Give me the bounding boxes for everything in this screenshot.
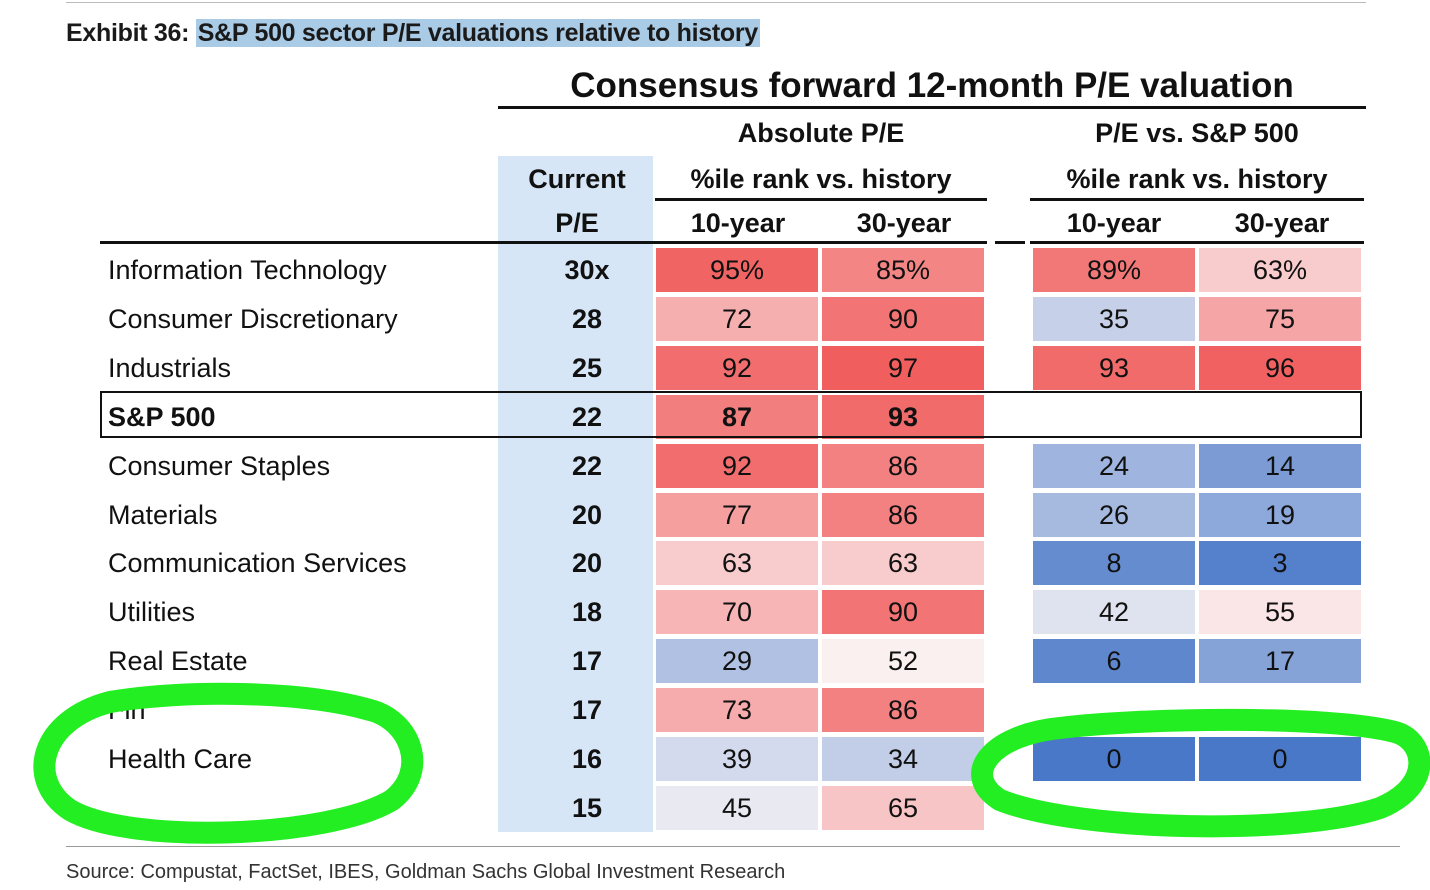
row-label: Communication Services xyxy=(108,548,407,579)
col-header-abs-30y: 30-year xyxy=(856,208,952,238)
row-current-pe: 22 xyxy=(571,401,603,432)
cell-abs10: 29 xyxy=(656,639,818,684)
cell-abs30: 85% xyxy=(822,248,984,292)
cell-rel10: 6 xyxy=(1033,639,1195,684)
row-label: Health Care xyxy=(108,744,253,774)
table-title: Consensus forward 12-month P/E valuation xyxy=(570,66,1294,105)
subtitle-underline-absolute xyxy=(655,198,987,201)
cell-rel10: 0 xyxy=(1033,737,1195,781)
cell-abs10: 63 xyxy=(656,541,818,586)
cell-rel10: 35 xyxy=(1033,296,1195,341)
cell-rel10: 89% xyxy=(1033,248,1195,292)
cell-rel30: 55 xyxy=(1199,590,1361,635)
row-current-pe: 18 xyxy=(571,597,603,628)
cell-abs30: 93 xyxy=(822,394,984,439)
cell-abs30: 34 xyxy=(822,737,984,781)
header-rule-mid xyxy=(655,241,987,244)
cell-rel30: 14 xyxy=(1199,443,1361,488)
bottom-rule xyxy=(66,846,1400,847)
cell-abs10: 73 xyxy=(656,688,818,733)
cell-abs30: 86 xyxy=(822,443,984,488)
cell-abs30: 90 xyxy=(822,590,984,635)
current-header-line2: P/E xyxy=(555,208,599,238)
cell-abs30: 63 xyxy=(822,541,984,586)
cell-abs30: 86 xyxy=(822,492,984,537)
col-header-rel-30y: 30-year xyxy=(1234,208,1330,238)
row-current-pe: 28 xyxy=(571,303,603,334)
cell-rel10: 8 xyxy=(1033,541,1195,586)
cell-abs10: 92 xyxy=(656,443,818,488)
current-pe-column-band xyxy=(498,156,653,832)
cell-abs10: 72 xyxy=(656,296,818,341)
cell-rel30: 75 xyxy=(1199,296,1361,341)
header-rule-right xyxy=(1030,241,1364,244)
cell-abs10: 39 xyxy=(656,737,818,781)
cell-rel30: 17 xyxy=(1199,639,1361,684)
cell-rel30: 19 xyxy=(1199,492,1361,537)
group-title-relative: P/E vs. S&P 500 xyxy=(1095,118,1299,148)
row-current-pe: 16 xyxy=(571,744,603,774)
cell-rel10: 24 xyxy=(1033,443,1195,488)
row-label: Utilities xyxy=(108,597,196,628)
cell-rel30: 3 xyxy=(1199,541,1361,586)
row-label: Consumer Staples xyxy=(108,450,331,481)
col-header-abs-10y: 10-year xyxy=(690,208,786,238)
cell-rel30: 96 xyxy=(1199,345,1361,390)
row-label: Real Estate xyxy=(108,646,248,677)
row-label: Materials xyxy=(108,499,218,530)
green-circle-health-care xyxy=(33,682,424,844)
group-subtitle-relative: %ile rank vs. history xyxy=(1066,164,1328,194)
exhibit-title: Exhibit 36: S&P 500 sector P/E valuation… xyxy=(66,14,760,52)
row-current-pe: 20 xyxy=(571,548,603,579)
row-label: Consumer Discretionary xyxy=(108,303,398,334)
cell-abs10: 92 xyxy=(656,345,818,390)
title-underline xyxy=(498,106,1366,109)
cell-abs30: 86 xyxy=(822,688,984,733)
row-current-pe: 20 xyxy=(571,499,603,530)
cell-abs10: 45 xyxy=(656,785,818,830)
cell-abs30: 52 xyxy=(822,639,984,684)
cell-abs10: 77 xyxy=(656,492,818,537)
row-current-pe: 17 xyxy=(571,646,603,677)
cell-abs10: 87 xyxy=(656,394,818,439)
row-current-pe: 25 xyxy=(571,352,603,383)
col-header-rel-10y: 10-year xyxy=(1066,208,1162,238)
sp500-row-outline xyxy=(100,391,1362,438)
green-circle-relative-zero xyxy=(971,708,1430,838)
cell-abs10: 70 xyxy=(656,590,818,635)
cell-abs30: 97 xyxy=(822,345,984,390)
cell-abs30: 65 xyxy=(822,785,984,830)
cell-abs30: 90 xyxy=(822,296,984,341)
group-subtitle-absolute: %ile rank vs. history xyxy=(690,164,952,194)
cell-rel30: 0 xyxy=(1199,737,1361,781)
cell-rel30: 63% xyxy=(1199,248,1361,292)
row-label: S&P 500 xyxy=(108,401,216,432)
cell-abs10: 95% xyxy=(656,248,818,292)
row-current-pe: 30x xyxy=(564,255,610,285)
exhibit-prefix: Exhibit 36: xyxy=(66,19,190,47)
row-label: Information Technology xyxy=(108,255,387,285)
cell-rel10: 42 xyxy=(1033,590,1195,635)
cell-rel10: 26 xyxy=(1033,492,1195,537)
subtitle-underline-relative xyxy=(1030,198,1364,201)
row-current-pe: 22 xyxy=(571,450,603,481)
header-rule-left xyxy=(100,241,655,244)
top-rule xyxy=(66,2,1366,3)
source-note: Source: Compustat, FactSet, IBES, Goldma… xyxy=(66,861,786,883)
current-header-line1: Current xyxy=(528,164,626,194)
exhibit-title-text: S&P 500 sector P/E valuations relative t… xyxy=(195,19,760,47)
group-title-absolute: Absolute P/E xyxy=(737,118,905,148)
header-rule-gap xyxy=(995,241,1025,244)
row-label: Industrials xyxy=(108,352,232,383)
row-current-pe: 17 xyxy=(571,695,603,726)
row-current-pe: 15 xyxy=(571,792,603,823)
cell-rel10: 93 xyxy=(1033,345,1195,390)
